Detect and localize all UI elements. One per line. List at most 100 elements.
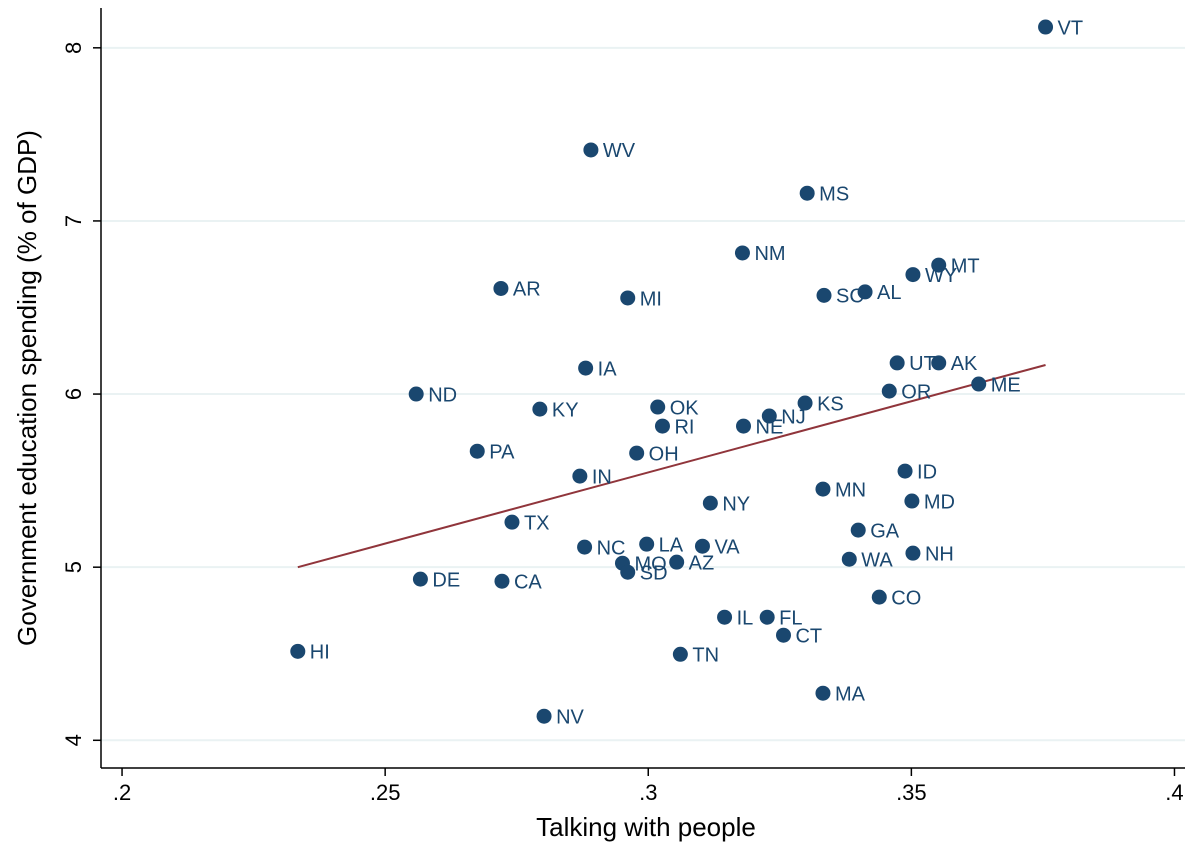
point-label: GA [870, 520, 900, 542]
point [775, 627, 791, 643]
point-label: SD [640, 562, 668, 584]
point [620, 564, 636, 580]
point-label: MT [951, 255, 980, 277]
y-tick-label: 8 [61, 42, 86, 54]
point [905, 267, 921, 283]
point-label: NM [754, 243, 785, 265]
point-label: VA [714, 537, 740, 559]
point-label: NC [597, 537, 626, 559]
point [815, 685, 831, 701]
y-tick-label: 4 [61, 734, 86, 746]
point-label: NE [756, 416, 784, 438]
point [797, 395, 813, 411]
point-label: OR [901, 381, 931, 403]
point [857, 284, 873, 300]
point [639, 536, 655, 552]
point-label: AZ [689, 552, 715, 574]
point [1038, 19, 1054, 35]
point-label: UT [909, 353, 936, 375]
point [799, 185, 815, 201]
point [761, 408, 777, 424]
point-label: CT [795, 625, 822, 647]
x-tick-label: .2 [113, 780, 131, 805]
point [493, 280, 509, 296]
fit-line [297, 364, 1046, 569]
y-axis-title: Government education spending (% of GDP) [12, 130, 42, 646]
point-label: SC [836, 286, 864, 308]
point-label: WA [861, 549, 893, 571]
point [504, 514, 520, 530]
point-label: MA [835, 683, 866, 705]
point [841, 551, 857, 567]
point [971, 376, 987, 392]
point [717, 609, 733, 625]
point-label: MI [640, 288, 662, 310]
point-label: HI [310, 642, 330, 664]
point [881, 383, 897, 399]
point-label: KS [817, 393, 844, 415]
point-label: TN [692, 645, 719, 667]
point [650, 399, 666, 415]
point-label: MD [924, 491, 955, 513]
point-label: CA [514, 571, 542, 593]
point [629, 445, 645, 461]
point [536, 708, 552, 724]
point [469, 443, 485, 459]
y-tick-label: 7 [61, 215, 86, 227]
point [620, 290, 636, 306]
point [815, 481, 831, 497]
point-label: WY [925, 265, 957, 287]
point [583, 142, 599, 158]
point-label: MO [634, 553, 666, 575]
point-label: AL [877, 282, 901, 304]
point-label: IL [737, 607, 754, 629]
point [905, 545, 921, 561]
point-label: ND [428, 384, 457, 406]
point [736, 418, 752, 434]
point [694, 538, 710, 554]
point-label: ME [991, 374, 1021, 396]
point-label: WV [603, 140, 636, 162]
point-label: MN [835, 479, 866, 501]
point [850, 522, 866, 538]
point [578, 360, 594, 376]
point-label: FL [779, 607, 802, 629]
point [672, 646, 688, 662]
point-label: IA [598, 358, 618, 380]
x-tick-label: .4 [1165, 780, 1183, 805]
point [532, 401, 548, 417]
point [871, 589, 887, 605]
point [904, 493, 920, 509]
point [669, 554, 685, 570]
point [290, 643, 306, 659]
point-label: NH [925, 543, 954, 565]
point-label: TX [524, 512, 550, 534]
point-label: PA [489, 441, 515, 463]
point-label: AK [951, 353, 978, 375]
point [572, 468, 588, 484]
point-label: LA [659, 534, 684, 556]
x-tick-label: .25 [370, 780, 401, 805]
point-label: OK [670, 397, 700, 419]
point [889, 355, 905, 371]
point [931, 257, 947, 273]
point [702, 495, 718, 511]
point [494, 573, 510, 589]
point-label: IN [592, 466, 612, 488]
point-label: KY [552, 399, 579, 421]
point [897, 463, 913, 479]
point [577, 539, 593, 555]
point [654, 418, 670, 434]
x-tick-label: .35 [896, 780, 927, 805]
point-label: OH [649, 443, 679, 465]
point-label: RI [674, 416, 694, 438]
y-tick-label: 5 [61, 561, 86, 573]
point-label: NY [722, 493, 750, 515]
point-label: MS [819, 184, 849, 206]
x-tick-label: .3 [639, 780, 657, 805]
point [408, 386, 424, 402]
point-label: NV [556, 707, 584, 729]
point-label: CO [891, 587, 921, 609]
